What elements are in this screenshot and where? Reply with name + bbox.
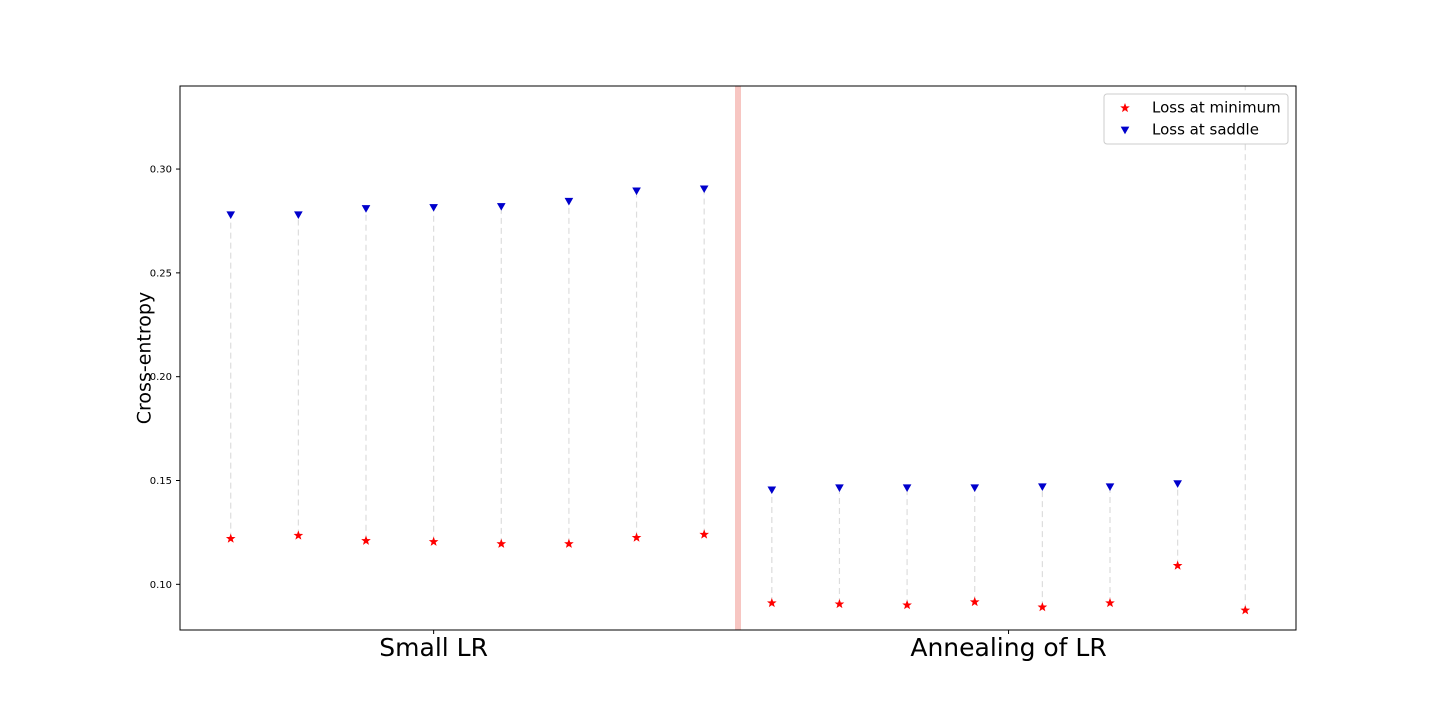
- min-point: [361, 535, 371, 545]
- min-point: [969, 596, 980, 607]
- legend-marker: [1120, 102, 1130, 113]
- min-point: [293, 530, 304, 540]
- plot-frame: [179, 85, 1297, 631]
- legend-label: Loss at saddle: [1152, 121, 1259, 139]
- min-point: [1172, 560, 1183, 570]
- min-point: [699, 529, 709, 539]
- saddle-point: [294, 211, 303, 219]
- x-group-label: Small LR: [379, 633, 488, 662]
- saddle-point: [699, 185, 709, 193]
- min-point: [1240, 605, 1251, 615]
- min-point: [834, 598, 845, 609]
- series-loss-at-minimum: [225, 529, 1251, 615]
- min-point: [1037, 602, 1048, 612]
- y-tick-label: 0.15: [150, 476, 172, 487]
- legend-label: Loss at minimum: [1152, 99, 1281, 117]
- saddle-point: [970, 484, 980, 492]
- saddle-point: [361, 205, 371, 213]
- y-tick-label: 0.20: [150, 372, 172, 383]
- saddle-point: [496, 203, 506, 211]
- min-point: [1105, 597, 1115, 608]
- x-group-label: Annealing of LR: [910, 633, 1106, 662]
- saddle-point: [835, 484, 844, 492]
- saddle-point: [226, 211, 236, 219]
- saddle-point: [902, 484, 912, 492]
- saddle-point: [1173, 480, 1182, 488]
- min-point: [496, 538, 507, 548]
- saddle-point: [632, 187, 641, 196]
- saddle-point: [767, 486, 777, 495]
- min-point: [225, 533, 236, 543]
- saddle-point: [1038, 483, 1047, 491]
- min-point: [767, 597, 777, 608]
- min-point: [631, 532, 642, 542]
- y-tick-label: 0.25: [150, 268, 172, 279]
- legend: Loss at minimum Loss at saddle: [1103, 93, 1289, 145]
- saddle-point: [1105, 483, 1115, 491]
- min-point: [428, 536, 439, 546]
- saddle-point: [429, 204, 438, 212]
- y-tick-label: 0.30: [150, 165, 172, 176]
- min-point: [902, 600, 912, 610]
- legend-marker: [1120, 126, 1130, 135]
- legend-box: [1103, 93, 1289, 145]
- y-axis-title: Cross-entropy: [134, 292, 156, 424]
- min-point: [564, 538, 574, 548]
- y-tick-label: 0.10: [150, 580, 172, 591]
- series-loss-at-saddle: [226, 185, 1182, 495]
- group-divider: [735, 86, 741, 630]
- saddle-point: [564, 197, 574, 206]
